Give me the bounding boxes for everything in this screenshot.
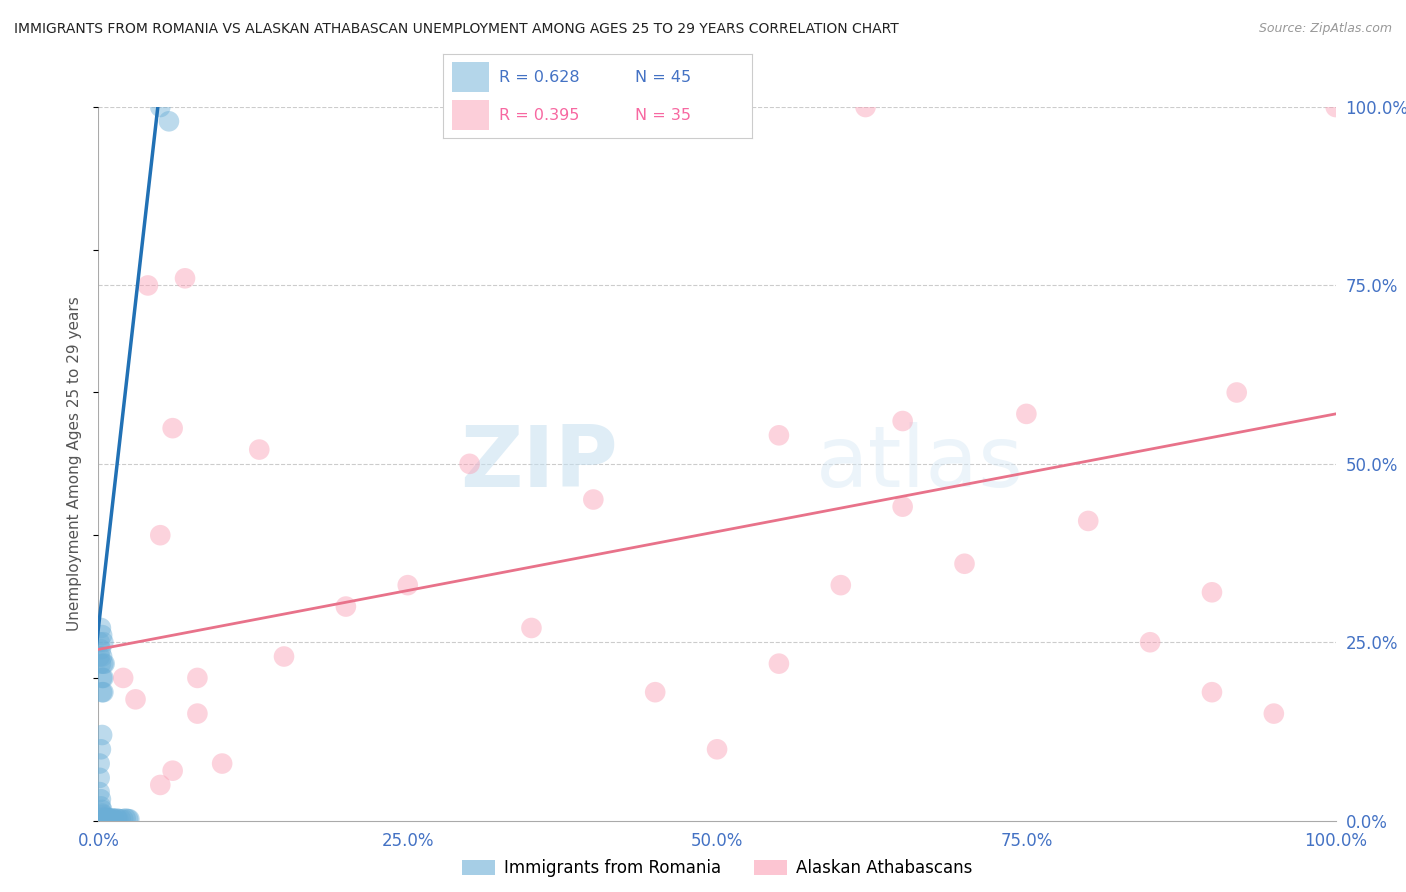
Point (582, 492, 605, 507)
Point (114, 812, 136, 826)
Point (98, 812, 121, 826)
Point (90, 799, 112, 814)
Legend: Immigrants from Romania, Alaskan Athabascans: Immigrants from Romania, Alaskan Athabas… (456, 853, 979, 884)
Point (891, 500, 914, 514)
Point (90, 642, 112, 657)
Point (186, 671, 208, 685)
Point (96, 812, 118, 826)
Point (105, 812, 128, 826)
Point (1201, 585, 1223, 599)
Point (335, 599, 357, 614)
Point (97, 812, 120, 826)
Point (174, 271, 197, 285)
Point (94, 812, 117, 826)
Y-axis label: Unemployment Among Ages 25 to 29 years: Unemployment Among Ages 25 to 29 years (67, 296, 83, 632)
Point (247, 442, 270, 457)
Point (396, 578, 419, 592)
Point (103, 812, 125, 826)
Point (112, 671, 135, 685)
Text: N = 35: N = 35 (634, 108, 690, 123)
Point (103, 812, 125, 826)
Point (211, 756, 233, 771)
Point (96, 811, 118, 825)
Point (91, 628, 114, 642)
Point (1226, 385, 1249, 400)
Point (91, 728, 114, 742)
Point (91, 649, 114, 664)
Text: N = 45: N = 45 (634, 70, 690, 85)
Point (93, 808, 115, 822)
Point (110, 812, 132, 826)
Point (107, 812, 129, 826)
Point (953, 557, 976, 571)
Point (118, 812, 141, 826)
Point (162, 764, 184, 778)
Point (1015, 407, 1038, 421)
Point (1263, 706, 1285, 721)
Text: R = 0.395: R = 0.395 (499, 108, 579, 123)
Point (93, 810, 115, 824)
Point (93, 635, 115, 649)
Point (89, 649, 111, 664)
Point (89, 756, 111, 771)
Point (124, 692, 146, 706)
Point (458, 457, 481, 471)
Point (89, 635, 111, 649)
Point (149, 528, 172, 542)
Point (768, 657, 790, 671)
Point (162, 421, 184, 435)
Point (149, 778, 172, 792)
Point (186, 706, 208, 721)
Point (101, 812, 124, 826)
Point (1324, 100, 1347, 114)
Text: atlas: atlas (815, 422, 1024, 506)
Point (1201, 685, 1223, 699)
Point (93, 671, 115, 685)
Point (644, 685, 666, 699)
Point (91, 685, 114, 699)
Point (94, 812, 117, 826)
Point (90, 742, 112, 756)
Point (93, 657, 115, 671)
Text: Source: ZipAtlas.com: Source: ZipAtlas.com (1258, 22, 1392, 36)
Point (93, 685, 115, 699)
Point (768, 428, 790, 442)
Point (91, 806, 114, 821)
Point (100, 812, 122, 826)
Point (136, 278, 159, 293)
Point (89, 771, 111, 785)
Point (89, 785, 111, 799)
Point (117, 812, 139, 826)
Text: R = 0.628: R = 0.628 (499, 70, 579, 85)
Point (90, 657, 112, 671)
Point (90, 792, 112, 806)
Point (1139, 635, 1161, 649)
Point (855, 100, 877, 114)
Bar (453, 62, 489, 92)
Point (520, 621, 543, 635)
Point (1077, 514, 1099, 528)
Point (90, 621, 112, 635)
Text: IMMIGRANTS FROM ROMANIA VS ALASKAN ATHABASCAN UNEMPLOYMENT AMONG AGES 25 TO 29 Y: IMMIGRANTS FROM ROMANIA VS ALASKAN ATHAB… (14, 22, 898, 37)
Bar (453, 100, 489, 130)
Point (112, 812, 135, 826)
Point (830, 578, 852, 592)
Point (149, 100, 172, 114)
Point (93, 812, 115, 826)
Text: ZIP: ZIP (460, 422, 619, 506)
Point (91, 671, 114, 685)
Point (157, 114, 180, 128)
Point (273, 649, 295, 664)
Point (891, 414, 914, 428)
Point (93, 657, 115, 671)
Point (706, 742, 728, 756)
Point (91, 803, 114, 817)
